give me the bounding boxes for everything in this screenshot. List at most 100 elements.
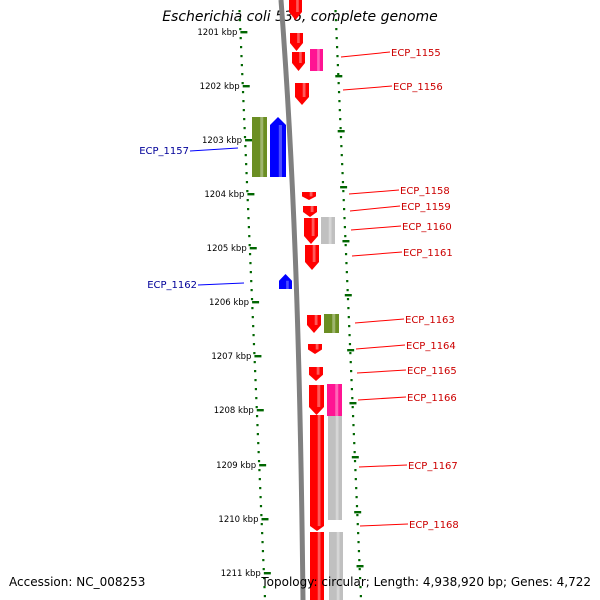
feature-ecp-1167-grey <box>328 416 342 520</box>
tick-dot-left <box>261 550 265 553</box>
scale-tick-label: 1207 kbp <box>211 352 251 362</box>
tick-dot-left <box>239 46 243 49</box>
gene-ecp-1160-highlight <box>311 218 315 236</box>
feature-ecp-1167-grey-highlight <box>335 416 339 520</box>
tick-dot-right <box>350 388 354 391</box>
gene-label-leader <box>340 51 391 58</box>
tick-dot-right <box>348 343 352 346</box>
tick-dot-right <box>352 424 355 427</box>
scale-tick-mark <box>240 31 248 34</box>
tick-dot-left <box>245 163 248 166</box>
tick-dot-right <box>341 172 344 175</box>
tick-dot-left <box>241 82 244 85</box>
tick-dot-right <box>359 595 362 598</box>
tick-dot-left <box>238 19 242 22</box>
gene-ecp-1155b <box>292 52 305 71</box>
tick-dot-left <box>248 244 251 247</box>
tick-dot-left <box>243 136 247 139</box>
tick-dot-right <box>344 253 348 256</box>
tick-dot-left <box>238 10 241 13</box>
gene-label-leader <box>356 369 407 374</box>
tick-dot-right <box>340 145 343 148</box>
feature-ecp-1163-olive-shape <box>324 314 339 333</box>
tick-dot-right <box>352 433 355 436</box>
tick-dot-right <box>345 262 348 265</box>
tick-dot-right <box>358 568 361 571</box>
tick-dot-right <box>341 163 344 166</box>
tick-dot-left <box>243 127 246 130</box>
gene-ecp-1161 <box>305 245 319 270</box>
scale-tick-mark <box>254 355 262 358</box>
gene-ecp-1158-shape <box>302 192 316 200</box>
tick-dot-right <box>339 118 342 121</box>
tick-dot-right <box>353 451 356 454</box>
tick-dot-left <box>258 469 261 472</box>
feature-ecp-1157-olive <box>252 117 267 177</box>
gene-ecp-1157-highlight <box>278 125 282 177</box>
feature-ecp-1160-grey-highlight <box>328 217 332 244</box>
tick-dot-right <box>354 469 357 472</box>
feature-ecp-1157-olive-highlight <box>260 117 264 177</box>
gene-ecp-1160 <box>304 218 318 244</box>
tick-dot-left <box>239 28 242 31</box>
tick-dot-right <box>349 352 352 355</box>
topology-label: Topology: circular; Length: 4,938,920 bp… <box>261 575 591 589</box>
scale-tick-label: 1209 kbp <box>216 461 256 471</box>
tick-dot-left <box>254 379 257 382</box>
scale-tick-mark <box>259 464 267 467</box>
tick-dot-left <box>252 325 255 328</box>
tick-dot-right <box>341 181 345 184</box>
gene-label: ECP_1155 <box>391 48 441 59</box>
gene-ecp-1159-highlight <box>310 206 314 213</box>
tick-dot-left <box>263 595 266 598</box>
gene-label: ECP_1168 <box>409 520 459 531</box>
tick-dot-right <box>335 46 339 49</box>
gene-ecp-1169 <box>310 532 324 600</box>
gene-ecp-1167 <box>310 415 324 520</box>
gene-label: ECP_1162 <box>147 280 197 291</box>
scale-tick-label: 1204 kbp <box>204 190 244 200</box>
tick-dot-right <box>346 298 350 301</box>
scale-tick-mark <box>263 572 271 575</box>
scale-tick-mark-right <box>335 75 343 78</box>
tick-dot-right <box>353 460 357 463</box>
tick-dot-right <box>343 208 346 211</box>
tick-dot-left <box>239 37 242 40</box>
scale-tick-mark-right <box>337 130 345 133</box>
gene-label: ECP_1163 <box>405 315 455 326</box>
tick-dot-left <box>253 352 256 355</box>
tick-dot-right <box>359 577 362 580</box>
gene-ecp-1163-shape <box>307 315 321 333</box>
scale-tick-mark <box>249 247 257 250</box>
gene-label-leader <box>358 464 408 468</box>
tick-dot-left <box>257 460 261 463</box>
tick-dot-right <box>357 550 361 553</box>
scale-tick-mark <box>242 85 250 88</box>
tick-layer: 1201 kbp 1202 kbp 1203 kbp 1204 kbp 1205 kbp… <box>197 10 364 598</box>
gene-label: ECP_1156 <box>393 82 443 93</box>
tick-dot-left <box>244 154 247 157</box>
tick-dot-right <box>350 379 353 382</box>
tick-dot-right <box>353 442 356 445</box>
tick-dot-left <box>261 532 264 535</box>
gene-ecp-1164-highlight <box>315 344 319 350</box>
feature-ecp-1166-pink <box>327 384 342 416</box>
tick-dot-left <box>246 190 249 193</box>
tick-dot-left <box>249 271 252 274</box>
gene-label-leader <box>355 344 406 350</box>
tick-dot-left <box>255 406 258 409</box>
gene-ecp-1162 <box>279 274 292 289</box>
tick-dot-left <box>245 172 248 175</box>
gene-ecp-1166-shape <box>309 385 324 415</box>
tick-dot-right <box>356 523 359 526</box>
gene-ecp-1162-highlight <box>286 280 289 289</box>
gene-ecp-1154-highlight <box>296 0 299 12</box>
tick-dot-right <box>337 82 340 85</box>
gene-label: ECP_1166 <box>407 393 457 404</box>
scale-tick-label: 1210 kbp <box>218 515 258 525</box>
tick-dot-right <box>334 19 338 22</box>
tick-dot-right <box>357 541 360 544</box>
gene-ecp-1158 <box>302 192 316 200</box>
feature-ecp-1167-grey-shape <box>328 416 342 520</box>
